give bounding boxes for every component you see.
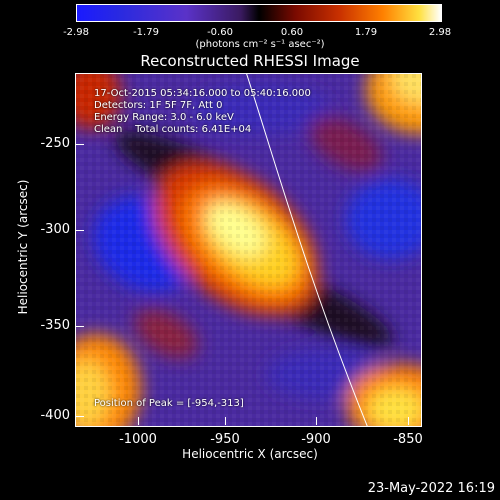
y-tick-label: -300 [40, 222, 70, 237]
y-tick-mark [76, 416, 84, 417]
y-axis-label: Heliocentric Y (arcsec) [16, 179, 30, 315]
solar-limb-line [246, 74, 368, 426]
y-tick-label: -400 [40, 408, 70, 423]
y-tick-label: -250 [40, 136, 70, 151]
colorbar-tick: -1.79 [133, 27, 159, 38]
x-axis-label: Heliocentric X (arcsec) [182, 447, 318, 461]
colorbar-tick: 1.79 [354, 27, 378, 38]
peak-position-label: Position of Peak = [-954,-313] [94, 398, 244, 409]
y-tick-label: -350 [40, 318, 70, 333]
x-tick-mark [408, 417, 409, 425]
x-tick-label: -850 [393, 432, 423, 447]
colorbar-tick: -0.60 [207, 27, 233, 38]
image-title: Reconstructed RHESSI Image [140, 52, 360, 70]
energy-range-label: Energy Range: 3.0 - 6.0 keV [94, 112, 234, 123]
y-tick-mark [76, 230, 84, 231]
time-range-label: 17-Oct-2015 05:34:16.000 to 05:40:16.000 [94, 88, 311, 99]
solar-image-graphic [76, 74, 421, 426]
detectors-label: Detectors: 1F 5F 7F, Att 0 [94, 100, 223, 111]
y-tick-mark [76, 144, 84, 145]
clean-counts-label: Clean Total counts: 6.41E+04 [94, 124, 252, 135]
x-tick-label: -1000 [119, 432, 157, 447]
colorbar-tick: 0.60 [280, 27, 304, 38]
y-tick-mark [76, 326, 84, 327]
solar-image: 17-Oct-2015 05:34:16.000 to 05:40:16.000… [75, 73, 422, 427]
colorbar-unit: (photons cm⁻² s⁻¹ asec⁻²) [195, 39, 325, 50]
x-tick-label: -900 [301, 432, 331, 447]
x-tick-mark [225, 417, 226, 425]
colorbar-tick: -2.98 [63, 27, 89, 38]
colorbar-tick: 2.98 [428, 27, 452, 38]
colorbar [76, 4, 442, 22]
x-tick-label: -950 [210, 432, 240, 447]
x-tick-mark [138, 417, 139, 425]
generation-timestamp: 23-May-2022 16:19 [367, 481, 495, 496]
x-tick-mark [316, 417, 317, 425]
